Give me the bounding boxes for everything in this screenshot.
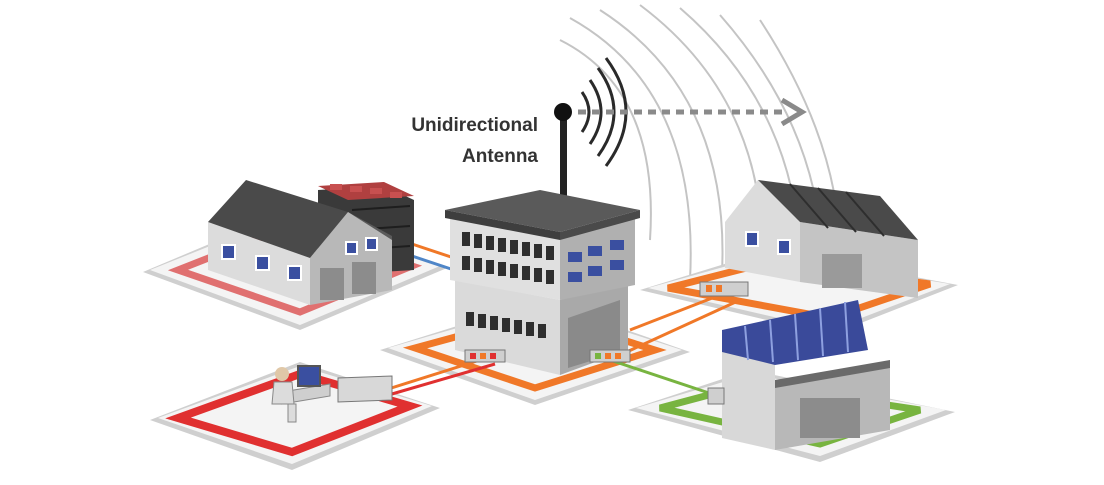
antenna-icon (554, 103, 572, 210)
factory-building (707, 300, 890, 450)
window (255, 255, 270, 271)
window (745, 231, 759, 247)
network-switch (699, 281, 749, 297)
antenna-label: Unidirectional Antenna (411, 115, 538, 167)
upper-windows (462, 232, 554, 284)
window (287, 265, 302, 281)
window (221, 244, 236, 260)
dotted-arrow-icon (578, 97, 807, 127)
near-waves (580, 57, 628, 167)
network-links (384, 238, 741, 398)
network-switch (589, 349, 631, 363)
person-at-computer-icon (271, 365, 393, 423)
antenna-label-line1: Unidirectional (411, 115, 538, 136)
left-house (208, 180, 414, 305)
network-switch (337, 375, 393, 403)
radio-waves (559, 4, 842, 301)
right-house (699, 180, 918, 298)
lower-windows (466, 312, 546, 338)
antenna-label-line2: Antenna (462, 146, 538, 167)
central-building (445, 190, 640, 375)
network-switch (707, 387, 725, 405)
network-switch (464, 349, 506, 363)
upper-side-windows (568, 240, 624, 282)
window (777, 239, 791, 255)
window (365, 237, 378, 251)
window (345, 241, 358, 255)
